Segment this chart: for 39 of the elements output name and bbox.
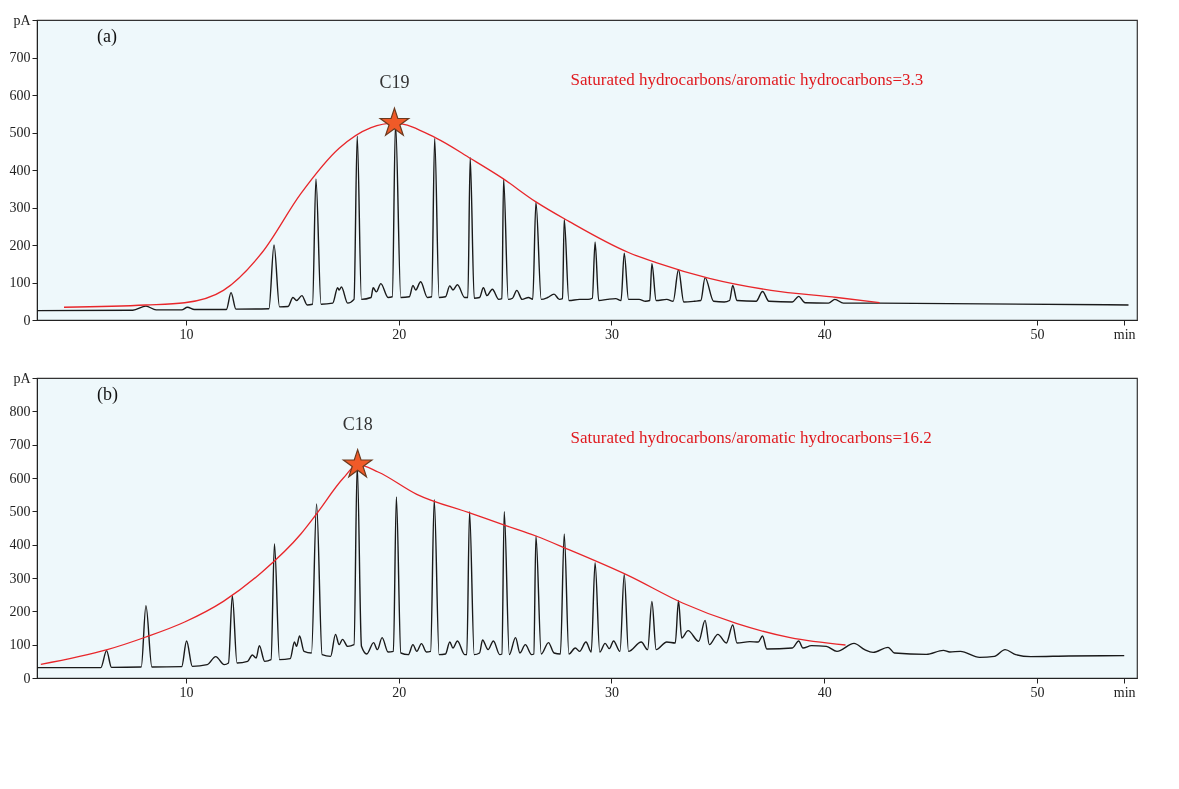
line-series (40, 464, 847, 665)
x-tick-label: 20 (392, 326, 407, 342)
x-tick-label: 10 (179, 684, 194, 700)
line-series (63, 122, 881, 308)
y-tick-label: 100 (9, 637, 31, 653)
y-tick-label: 700 (9, 437, 31, 453)
y-tick-label: 600 (9, 87, 31, 103)
annotation: Saturated hydrocarbons/aromatic hydrocarbons=3.3 (570, 70, 924, 89)
x-tick-label: 10 (179, 326, 194, 342)
x-tick-label: 30 (604, 684, 619, 700)
x-tick-label: 30 (604, 326, 619, 342)
y-tick-label: pA (13, 12, 32, 28)
y-tick-label: 0 (23, 312, 31, 328)
x-tick-label: 50 (1030, 326, 1045, 342)
x-tick-label: min (1113, 326, 1136, 342)
annotation: C19 (379, 72, 410, 93)
annotation: C18 (342, 413, 373, 434)
x-tick-label: 40 (817, 684, 832, 700)
y-tick-label: 0 (23, 670, 31, 686)
y-tick-label: pA (13, 370, 32, 386)
y-tick-label: 400 (9, 537, 31, 553)
y-tick-label: 300 (9, 570, 31, 586)
y-tick-label: 200 (9, 237, 31, 253)
y-tick-label: 400 (9, 162, 31, 178)
y-tick-label: 600 (9, 470, 31, 486)
x-tick-label: 50 (1030, 684, 1045, 700)
x-tick-label: min (1113, 684, 1136, 700)
y-tick-label: 500 (9, 125, 31, 140)
x-tick-label: 20 (392, 684, 407, 700)
y-tick-label: 300 (9, 200, 31, 215)
y-tick-label: 500 (9, 503, 31, 519)
chart-title: (b) (97, 384, 118, 405)
annotation: Saturated hydrocarbons/aromatic hydrocarbons=16.2 (570, 428, 932, 447)
y-tick-label: 200 (9, 603, 31, 619)
y-tick-label: 100 (9, 275, 31, 290)
chart-title: (a) (97, 26, 117, 47)
y-tick-label: 800 (9, 403, 31, 419)
y-tick-label: 700 (9, 50, 31, 65)
x-tick-label: 40 (817, 326, 832, 342)
